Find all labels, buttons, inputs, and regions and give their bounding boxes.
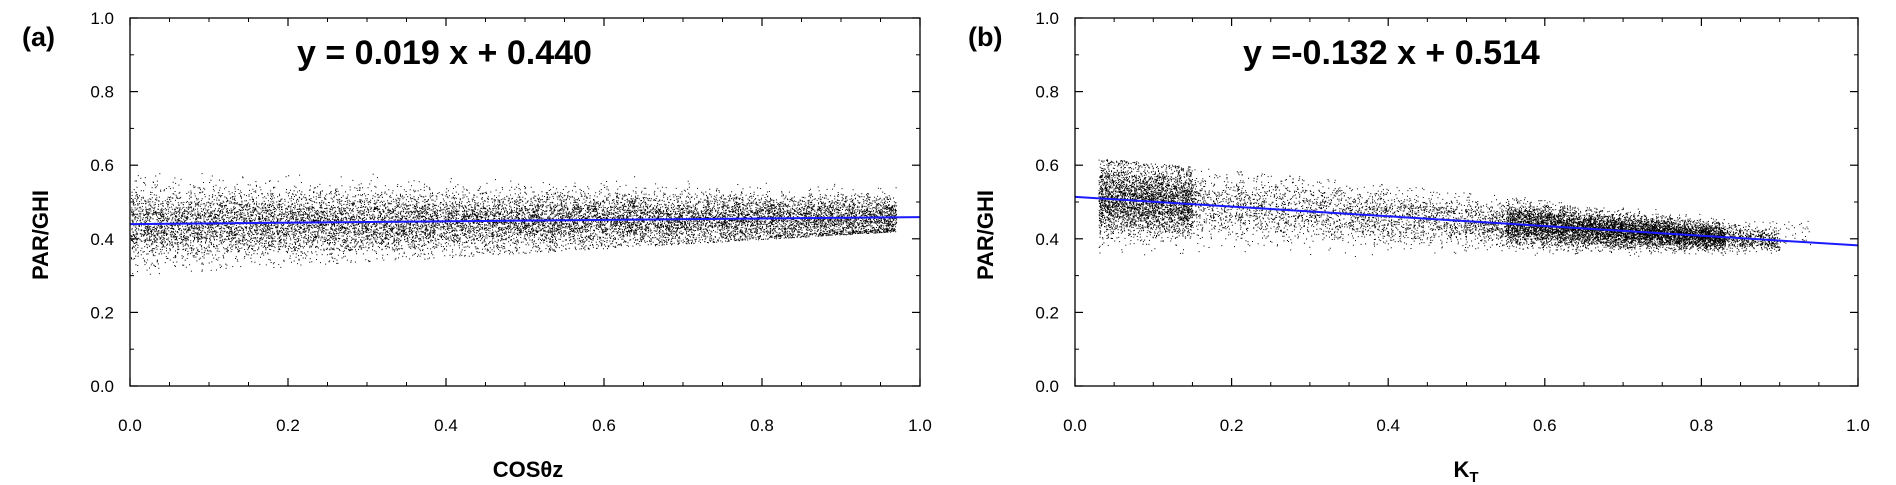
panel-a-scatter-points: [130, 173, 898, 275]
panel-a-x-tick-label: 0.0: [118, 416, 142, 435]
panel-b-label: (b): [968, 22, 1002, 52]
panel-a-y-tick-label: 0.6: [90, 156, 114, 175]
panel-a-x-tick-label: 1.0: [908, 416, 932, 435]
panel-a-y-tick-label: 0.2: [90, 303, 114, 322]
panel-b-regression-line: [1074, 195, 1859, 247]
panel-a-label: (a): [22, 22, 55, 52]
panel-b-y-tick-label: 0.6: [1035, 156, 1059, 175]
panel-b-regression-equation: y =-0.132 x + 0.514: [1243, 34, 1540, 72]
panel-b-x-tick-label: 0.2: [1220, 416, 1244, 435]
panel-a-x-tick-label: 0.8: [750, 416, 774, 435]
panel-a-x-tick-label: 0.2: [276, 416, 300, 435]
panel-b-x-axis-title-subscript: T: [1469, 469, 1478, 485]
panel-b-x-tick-label: 0.8: [1690, 416, 1714, 435]
panel-b-y-tick-label: 0.8: [1035, 83, 1059, 102]
panel-a-y-tick-label: 0.4: [90, 230, 114, 249]
panel-b-x-axis-title-main: K: [1453, 457, 1469, 482]
panel-a-axis-ticks: 0.0 0.2 0.4 0.6 0.8 1.0 0.0 0.2 0.4 0.6 0.8 1.0: [90, 9, 931, 435]
panel-a-regression-line: [129, 216, 921, 226]
panel-a-plot-frame: [129, 17, 921, 387]
panel-b-x-tick-label: 0.4: [1376, 416, 1400, 435]
panel-a-y-axis-title: PAR/GHI: [28, 190, 53, 280]
panel-a-scatter-point-cloud: [130, 173, 898, 275]
panel-b-x-tick-label: 0.6: [1533, 416, 1557, 435]
panel-b-y-tick-label: 0.0: [1035, 377, 1059, 396]
panel-b-y-tick-label: 1.0: [1035, 9, 1059, 28]
panel-b: (b) y =-0.132 x + 0.514 PAR/GHI KT 0.0 0.…: [968, 9, 1870, 485]
panel-b-x-tick-label: 0.0: [1063, 416, 1087, 435]
panel-b-scatter-points: [1098, 159, 1811, 257]
panel-a-x-axis-title: COSθz: [493, 457, 564, 482]
panel-b-y-tick-label: 0.4: [1035, 230, 1059, 249]
panel-b-scatter-point-cloud: [1098, 159, 1811, 257]
panel-a-regression-equation: y = 0.019 x + 0.440: [297, 34, 592, 72]
panel-a-x-tick-label: 0.6: [592, 416, 616, 435]
panel-b-y-axis-title: PAR/GHI: [973, 190, 998, 280]
panel-a-x-axis-title-main: COSθz: [493, 457, 564, 482]
panel-a-y-tick-label: 1.0: [90, 9, 114, 28]
panel-a-x-tick-label: 0.4: [434, 416, 458, 435]
panel-b-x-axis-title: KT: [1453, 457, 1478, 485]
panel-a: (a) y = 0.019 x + 0.440 PAR/GHI COSθz 0.…: [22, 9, 932, 482]
panel-a-y-tick-label: 0.0: [90, 377, 114, 396]
panel-b-axis-ticks: 0.0 0.2 0.4 0.6 0.8 1.0 0.0 0.2 0.4 0.6 0.8 1.0: [1035, 9, 1869, 435]
panel-a-y-tick-label: 0.8: [90, 83, 114, 102]
panel-b-y-tick-label: 0.2: [1035, 303, 1059, 322]
panel-b-x-tick-label: 1.0: [1846, 416, 1870, 435]
